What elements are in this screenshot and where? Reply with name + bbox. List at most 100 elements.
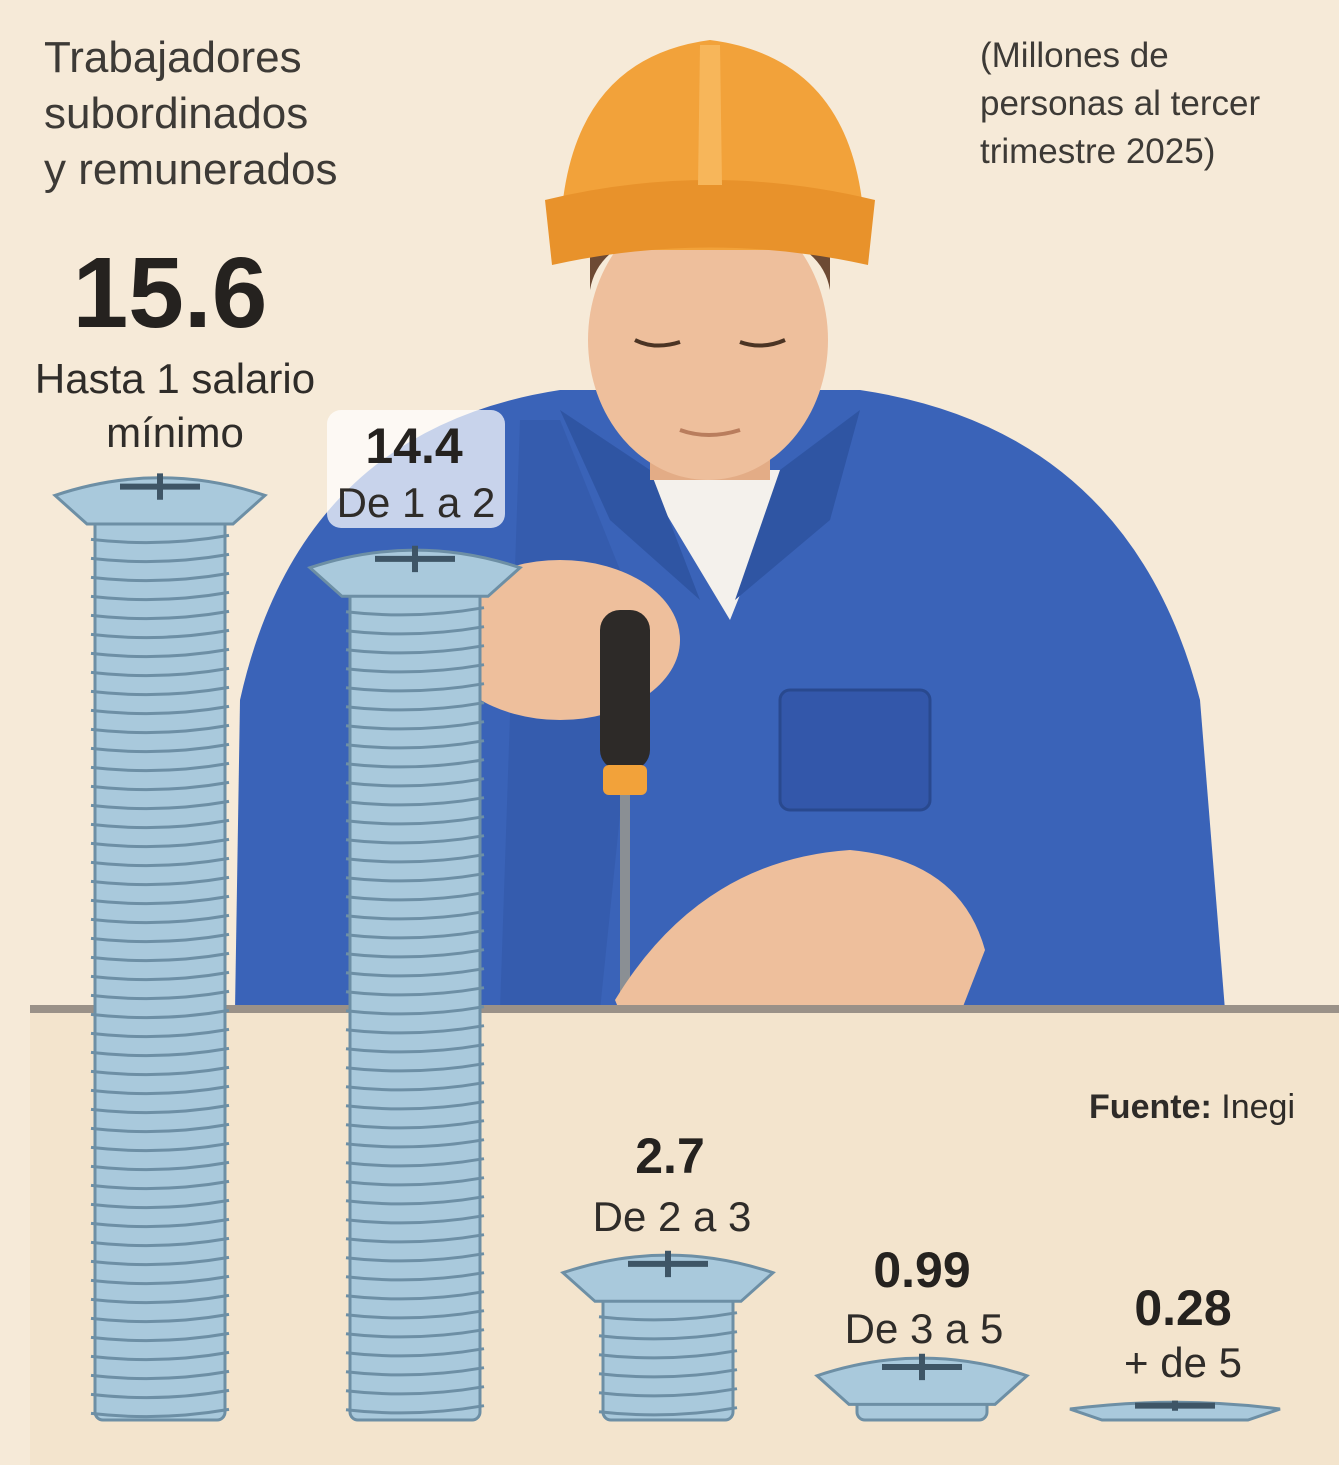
- screw-thread-3: [598, 1387, 738, 1398]
- face: [588, 200, 828, 480]
- screwdriver-handle: [600, 610, 650, 770]
- screw-thread-1: [90, 1065, 230, 1077]
- title-line-2: subordinados: [44, 89, 309, 138]
- value-label-4: 0.99: [873, 1242, 971, 1298]
- screw-thread-1: [90, 1407, 230, 1419]
- screw-thread-2: [345, 1081, 485, 1092]
- screw-thread-2: [345, 701, 485, 712]
- screw-thread-2: [345, 644, 485, 655]
- screw-thread-2: [345, 986, 485, 997]
- screw-thread-1: [90, 1388, 230, 1400]
- screw-bar-3: [560, 1250, 776, 1422]
- screw-thread-2: [345, 1157, 485, 1168]
- value-label-2: 14.4: [365, 418, 463, 474]
- screw-bar-5: [1069, 1400, 1281, 1422]
- screw-bar-1: [52, 473, 268, 1422]
- screw-thread-1: [90, 1255, 230, 1267]
- screw-thread-1: [90, 685, 230, 697]
- screw-thread-3: [598, 1406, 738, 1417]
- screw-thread-2: [345, 1062, 485, 1073]
- screw-thread-2: [345, 1005, 485, 1016]
- screw-thread-2: [345, 1347, 485, 1358]
- screw-thread-1: [90, 1217, 230, 1229]
- screwdriver-ring: [603, 765, 647, 795]
- screw-thread-1: [90, 723, 230, 735]
- screw-thread-2: [345, 739, 485, 750]
- screw-thread-2: [345, 1119, 485, 1130]
- screw-thread-1: [90, 533, 230, 545]
- screw-head-1: [52, 476, 268, 526]
- category-label-3: De 2 a 3: [592, 1193, 752, 1240]
- screw-thread-1: [90, 628, 230, 640]
- screw-thread-2: [345, 606, 485, 617]
- screw-thread-1: [90, 1008, 230, 1020]
- screw-shaft-3: [601, 1282, 735, 1422]
- screw-head-2: [307, 548, 523, 598]
- screw-thread-2: [345, 1385, 485, 1396]
- collar-right: [735, 410, 860, 600]
- screw-slot-4: [882, 1353, 962, 1381]
- screw-slot-2: [375, 545, 455, 573]
- screw-head-4: [814, 1356, 1030, 1406]
- screw-thread-1: [90, 647, 230, 659]
- left-eye: [634, 338, 681, 348]
- screw-thread-2: [345, 891, 485, 902]
- screw-thread-1: [90, 1084, 230, 1096]
- screw-thread-1: [90, 1027, 230, 1039]
- value-label-1: 15.6: [72, 237, 268, 349]
- screw-thread-1: [90, 818, 230, 830]
- screw-thread-1: [90, 875, 230, 887]
- screw-thread-1: [90, 609, 230, 621]
- chart-title: Trabajadores subordinados y remunerados: [44, 30, 337, 198]
- screw-thread-2: [345, 1100, 485, 1111]
- screw-thread-1: [90, 780, 230, 792]
- units-note: (Millones de personas al tercer trimestr…: [980, 32, 1260, 176]
- screw-thread-1: [90, 1312, 230, 1324]
- screw-thread-2: [345, 872, 485, 883]
- screw-thread-2: [345, 1252, 485, 1263]
- screw-thread-2: [345, 815, 485, 826]
- screw-thread-2: [345, 682, 485, 693]
- screw-thread-1: [90, 837, 230, 849]
- screw-thread-1: [90, 1369, 230, 1381]
- screw-thread-1: [90, 666, 230, 678]
- units-line-1: (Millones de: [980, 36, 1169, 75]
- screw-thread-1: [90, 1274, 230, 1286]
- screw-thread-1: [90, 704, 230, 716]
- screw-thread-1: [90, 1293, 230, 1305]
- screw-thread-1: [90, 951, 230, 963]
- screw-thread-3: [598, 1368, 738, 1379]
- screw-thread-2: [345, 1138, 485, 1149]
- helmet-brim: [545, 180, 875, 265]
- screw-thread-2: [345, 948, 485, 959]
- screw-thread-2: [345, 929, 485, 940]
- screw-thread-1: [90, 1141, 230, 1153]
- screw-thread-2: [345, 967, 485, 978]
- screw-thread-1: [90, 1331, 230, 1343]
- screw-thread-2: [345, 1233, 485, 1244]
- screw-thread-2: [345, 1309, 485, 1320]
- screw-thread-1: [90, 761, 230, 773]
- source-label: Fuente:: [1089, 1088, 1212, 1126]
- title-line-1: Trabajadores: [44, 33, 302, 82]
- helmet-ridge: [698, 45, 722, 185]
- screw-thread-2: [345, 1328, 485, 1339]
- screw-thread-2: [345, 834, 485, 845]
- screw-thread-1: [90, 989, 230, 1001]
- screw-thread-1: [90, 1103, 230, 1115]
- screw-slot-1: [120, 473, 200, 500]
- screw-thread-3: [598, 1349, 738, 1360]
- screw-thread-2: [345, 777, 485, 788]
- collar-left: [560, 410, 700, 600]
- screw-thread-1: [90, 1179, 230, 1191]
- highlight-badge: [327, 410, 505, 528]
- screw-thread-2: [345, 1043, 485, 1054]
- screw-thread-2: [345, 1024, 485, 1035]
- screw-thread-3: [598, 1330, 738, 1341]
- category-label-5: + de 5: [1124, 1339, 1242, 1386]
- units-line-2: personas al tercer: [980, 84, 1261, 123]
- category-label-2: De 1 a 2: [336, 479, 496, 526]
- screw-thread-2: [345, 1176, 485, 1187]
- screw-bars: [52, 473, 1281, 1422]
- undershirt: [640, 470, 790, 620]
